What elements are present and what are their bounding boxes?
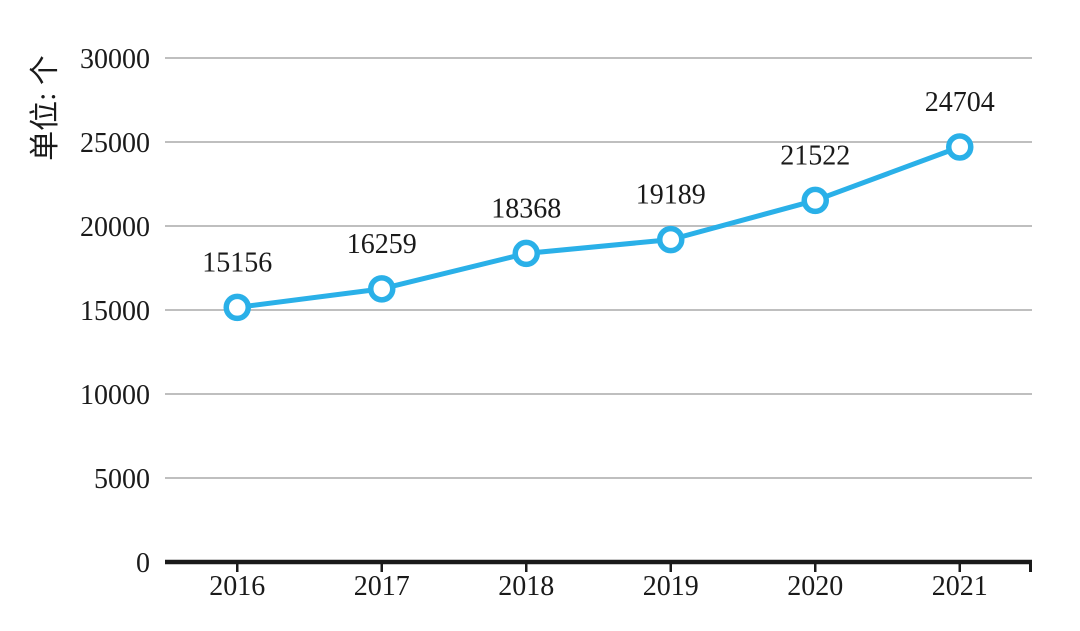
data-value-label-2017: 16259 [347,229,417,260]
y-axis-unit-label: 单位: 个 [29,55,62,161]
y-tick-label-30000: 30000 [80,44,150,75]
data-marker-2017 [368,275,396,303]
data-labels-group: 15156 16259 18368 19189 21522 24704 [202,87,995,278]
x-tick-label-2019: 2019 [643,571,699,602]
data-value-label-2016: 15156 [202,247,272,278]
y-tick-label-5000: 5000 [94,464,150,495]
data-marker-2016 [223,293,251,322]
data-marker-2019 [657,225,685,254]
x-tick-label-2021: 2021 [932,571,988,602]
data-value-label-2018: 18368 [491,193,561,224]
y-tick-label-0: 0 [136,548,150,579]
data-series-group [223,133,974,322]
data-value-label-2020: 21522 [780,140,850,171]
x-tick-label-2018: 2018 [498,571,554,602]
data-value-label-2021: 24704 [925,87,995,118]
x-tick-label-2020: 2020 [787,571,843,602]
x-tick-label-2016: 2016 [209,571,265,602]
gridlines-group [165,57,1032,479]
x-tick-label-2017: 2017 [354,571,410,602]
y-tick-label-15000: 15000 [80,296,150,327]
y-tick-label-10000: 10000 [80,380,150,411]
y-tick-label-20000: 20000 [80,212,150,243]
y-axis-tick-labels-group: 0 5000 10000 15000 20000 25000 30000 [80,44,150,579]
y-tick-label-25000: 25000 [80,128,150,159]
data-marker-2021 [946,133,974,161]
x-axis-tick-labels-group: 2016 2017 2018 2019 2020 2021 [209,571,988,602]
x-axis-group [165,559,1032,572]
data-marker-2018 [512,239,540,268]
series-line [234,144,963,310]
data-value-label-2019: 19189 [636,180,706,211]
data-marker-2020 [801,186,829,215]
